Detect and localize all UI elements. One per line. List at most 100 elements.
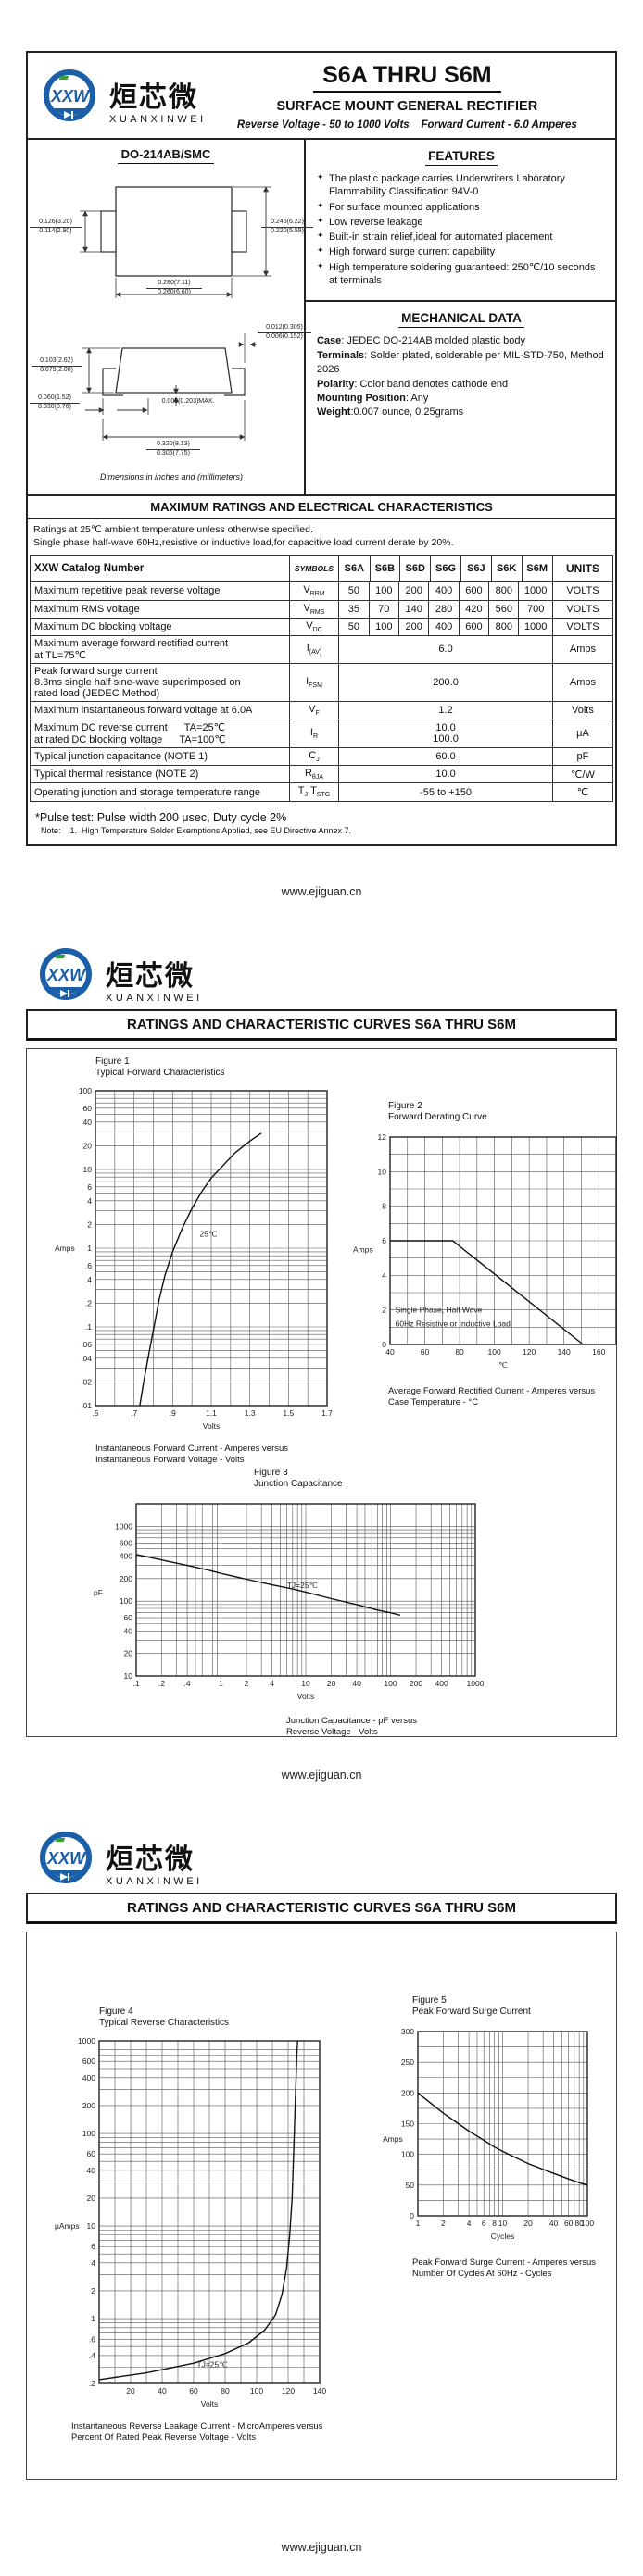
fig1-header: Figure 1 Typical Forward Characteristics bbox=[95, 1056, 225, 1079]
parameter-cell: Maximum DC blocking voltage bbox=[30, 617, 290, 636]
table-row: Maximum DC blocking voltage VDC 50 100 200 40… bbox=[30, 617, 614, 636]
fig2-header: Figure 2 Forward Derating Curve bbox=[388, 1100, 487, 1123]
fig1-chart: .5 .7 .9 1.1 1.3 1.5 1.7 100 60 40 20 10 6 4 2 1 .6 .4 .2.… bbox=[55, 1086, 333, 1431]
svg-text:80: 80 bbox=[455, 1347, 464, 1357]
svg-text:200: 200 bbox=[82, 2101, 95, 2110]
figure-5-peak-forward-surge-current: Figure 5 Peak Forward Surge Current 1 2 4 6 8 1… bbox=[381, 1995, 640, 2281]
svg-text:80: 80 bbox=[221, 2386, 230, 2395]
svg-text:8: 8 bbox=[382, 1201, 386, 1210]
value-cell: 700 bbox=[518, 599, 553, 619]
fig1-caption: Instantaneous Forward Current - Amperes … bbox=[95, 1443, 289, 1465]
svg-text:10: 10 bbox=[378, 1167, 387, 1176]
logo-en-text: XUANXINWEI bbox=[106, 1875, 203, 1887]
svg-text:100: 100 bbox=[82, 2129, 95, 2138]
svg-text:.9: .9 bbox=[170, 1408, 176, 1418]
symbol-cell: IR bbox=[288, 719, 340, 749]
svg-text:1.7: 1.7 bbox=[322, 1408, 333, 1418]
svg-text:25℃: 25℃ bbox=[200, 1229, 218, 1238]
svg-text:Cycles: Cycles bbox=[491, 2232, 515, 2241]
svg-text:100: 100 bbox=[120, 1596, 132, 1606]
svg-text:XXW: XXW bbox=[46, 966, 87, 984]
parameter-cell: Maximum RMS voltage bbox=[30, 599, 290, 619]
svg-text:300: 300 bbox=[401, 2027, 414, 2036]
value-cell: 140 bbox=[397, 599, 430, 619]
brand-logo: XXW 烜芯微 XUANXINWEI bbox=[37, 1830, 643, 1887]
column-header-units: UNITS bbox=[551, 555, 614, 583]
logo-cn-text: 烜芯微 bbox=[106, 960, 195, 992]
column-header-part: S6A bbox=[339, 556, 371, 582]
datasheet-document: XXW 烜芯微 XUANXINWEI S6A THRU S6M SURFACE … bbox=[0, 51, 643, 2576]
svg-text:4: 4 bbox=[270, 1679, 274, 1688]
svg-text:0: 0 bbox=[382, 1340, 386, 1349]
package-dim: 0.008(0.203)MAX. bbox=[161, 398, 215, 405]
svg-text:.1: .1 bbox=[85, 1322, 92, 1332]
svg-text:Amps: Amps bbox=[353, 1244, 373, 1254]
note-footnote: Note: 1. High Temperature Solder Exempti… bbox=[41, 825, 352, 835]
parameter-cell: Maximum repetitive peak reverse voltage bbox=[30, 581, 290, 601]
svg-text:Single Phase, Half Wave: Single Phase, Half Wave bbox=[396, 1305, 483, 1314]
svg-text:1: 1 bbox=[87, 1244, 92, 1253]
table-row: Peak forward surge current 8.3ms single h… bbox=[30, 662, 614, 702]
svg-text:100: 100 bbox=[250, 2386, 263, 2395]
parameter-cell: Peak forward surge current 8.3ms single h… bbox=[30, 662, 290, 702]
value-cell: 35 bbox=[338, 599, 370, 619]
mechanical-line: Terminals: Solder plated, solderable per… bbox=[316, 349, 604, 376]
value-cell-merged: 200.0 bbox=[338, 662, 553, 702]
svg-text:20: 20 bbox=[327, 1679, 336, 1688]
page2-curves-panel: Figure 1 Typical Forward Characteristics.… bbox=[26, 1047, 617, 1739]
symbol-cell: RθJA bbox=[288, 765, 340, 784]
column-header-part: S6D bbox=[399, 556, 432, 582]
table-row: Typical junction capacitance (NOTE 1) CJ 6… bbox=[30, 747, 614, 767]
svg-text:20: 20 bbox=[126, 2386, 135, 2395]
bullet-icon: ✦ bbox=[316, 260, 324, 270]
svg-text:60: 60 bbox=[189, 2386, 198, 2395]
parameter-cell: Maximum average forward rectified curren… bbox=[30, 634, 290, 664]
bullet-icon: ✦ bbox=[316, 231, 324, 241]
svg-text:600: 600 bbox=[82, 2057, 95, 2066]
svg-text:.4: .4 bbox=[89, 2351, 95, 2360]
symbol-cell: CJ bbox=[288, 747, 340, 767]
svg-text:200: 200 bbox=[410, 1679, 422, 1688]
unit-cell: VOLTS bbox=[551, 581, 614, 601]
svg-text:0: 0 bbox=[410, 2211, 414, 2220]
logo-en-text: XUANXINWEI bbox=[106, 992, 203, 1004]
svg-text:.2: .2 bbox=[85, 1298, 92, 1307]
feature-item: ✦ High temperature soldering guaranteed: … bbox=[316, 260, 596, 287]
svg-text:100: 100 bbox=[401, 2149, 414, 2158]
svg-text:80: 80 bbox=[574, 2219, 584, 2228]
bullet-icon: ✦ bbox=[316, 215, 324, 225]
column-header-catalog: XXW Catalog Number bbox=[30, 555, 290, 583]
package-dim: 0.126(3.20) 0.114(2.90) bbox=[30, 219, 82, 236]
svg-text:250: 250 bbox=[401, 2057, 414, 2067]
fig5-chart: 1 2 4 6 8 10 20 40 60 80100050100150200250300Cycl… bbox=[383, 2027, 594, 2241]
mechanical-line: Case: JEDEC DO-214AB molded plastic body bbox=[316, 335, 525, 347]
svg-text:8: 8 bbox=[492, 2219, 497, 2228]
value-cell: 1000 bbox=[518, 581, 553, 601]
value-cell-merged: 10.0 100.0 bbox=[338, 719, 553, 749]
svg-text:℃: ℃ bbox=[498, 1360, 508, 1369]
feature-item: ✦ Built-in strain relief,ideal for automa… bbox=[316, 231, 553, 244]
svg-text:2: 2 bbox=[382, 1305, 386, 1314]
symbol-cell: VDC bbox=[288, 617, 340, 636]
figure-3-junction-capacitance: Figure 3 Junction Capacitance .1 .2 .4 1 2 4 10 2… bbox=[92, 1468, 499, 1739]
page2-title: RATINGS AND CHARACTERISTIC CURVES S6A TH… bbox=[26, 1008, 617, 1041]
figure-4-reverse-characteristics: Figure 4 Typical Reverse Characteristics 2… bbox=[53, 2007, 359, 2445]
svg-text:Volts: Volts bbox=[297, 1692, 314, 1701]
column-header-part: S6K bbox=[490, 556, 523, 582]
symbol-cell: I(AV) bbox=[288, 634, 340, 664]
value-cell: 200 bbox=[397, 617, 430, 636]
package-drawing-panel: DO-214AB/SMC bbox=[28, 140, 313, 494]
unit-cell: μA bbox=[551, 719, 614, 749]
svg-text:20: 20 bbox=[87, 2194, 96, 2203]
svg-text:.5: .5 bbox=[92, 1408, 98, 1418]
svg-text:40: 40 bbox=[83, 1117, 93, 1126]
fig4-caption: Instantaneous Reverse Leakage Current - … bbox=[71, 2420, 323, 2443]
logo-mark-icon: XXW bbox=[40, 947, 92, 1000]
svg-text:60: 60 bbox=[87, 2149, 96, 2158]
svg-text:pF: pF bbox=[94, 1588, 103, 1597]
svg-text:10: 10 bbox=[83, 1165, 93, 1174]
unit-cell: Volts bbox=[551, 700, 614, 720]
fig5-header: Figure 5 Peak Forward Surge Current bbox=[412, 1995, 531, 2018]
svg-text:200: 200 bbox=[401, 2088, 414, 2097]
svg-text:.7: .7 bbox=[131, 1408, 137, 1418]
